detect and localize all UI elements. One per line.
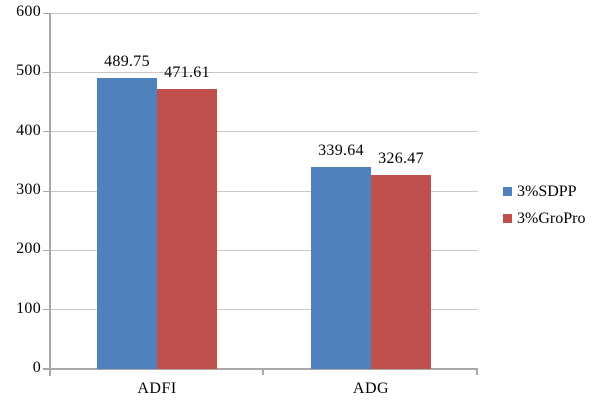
bar-value-label: 471.61	[164, 64, 210, 82]
bar-3%SDPP-ADFI	[97, 78, 157, 369]
y-axis-tick-mark	[43, 190, 50, 192]
bar-3%SDPP-ADG	[311, 167, 371, 369]
y-axis-tick-label: 400	[16, 121, 41, 139]
x-axis-tick-mark	[262, 369, 264, 375]
gridline	[50, 309, 478, 311]
bar-value-label: 339.64	[318, 142, 364, 160]
y-axis-tick-label: 600	[16, 3, 41, 20]
x-axis-line	[43, 368, 478, 370]
legend-swatch-3%GroPro	[503, 214, 512, 223]
legend-item: 3%GroPro	[503, 210, 585, 228]
y-axis-tick-label: 500	[16, 62, 41, 80]
gridline	[50, 190, 478, 192]
y-axis-tick-mark	[43, 71, 50, 73]
legend-swatch-3%SDPP	[503, 187, 512, 196]
legend-label: 3%GroPro	[517, 210, 586, 227]
gridline	[50, 131, 478, 133]
y-axis-tick-label: 0	[32, 359, 41, 376]
x-category-label: ADG	[352, 380, 390, 397]
y-axis-tick-mark	[43, 309, 50, 311]
bar-value-label: 489.75	[104, 53, 150, 71]
legend-label: 3%SDPP	[517, 183, 577, 200]
bar-value-label: 326.47	[378, 150, 424, 168]
x-axis-tick-mark	[476, 369, 478, 375]
y-axis-tick-mark	[43, 131, 50, 133]
y-axis-tick-label: 300	[16, 181, 41, 198]
y-axis-line	[49, 13, 51, 376]
y-axis-tick-mark	[43, 249, 50, 251]
bar-3%GroPro-ADG	[371, 175, 431, 369]
legend: 3%SDPP 3%GroPro	[503, 183, 585, 237]
bar-3%GroPro-ADFI	[157, 89, 217, 369]
gridline	[50, 71, 478, 73]
y-axis-tick-label: 200	[16, 240, 41, 258]
legend-item: 3%SDPP	[503, 183, 585, 201]
gridline	[50, 249, 478, 251]
y-axis-tick-label: 100	[16, 299, 41, 317]
y-axis-tick-mark	[43, 12, 50, 14]
gridline	[50, 12, 478, 14]
x-category-label: ADFI	[137, 380, 177, 397]
